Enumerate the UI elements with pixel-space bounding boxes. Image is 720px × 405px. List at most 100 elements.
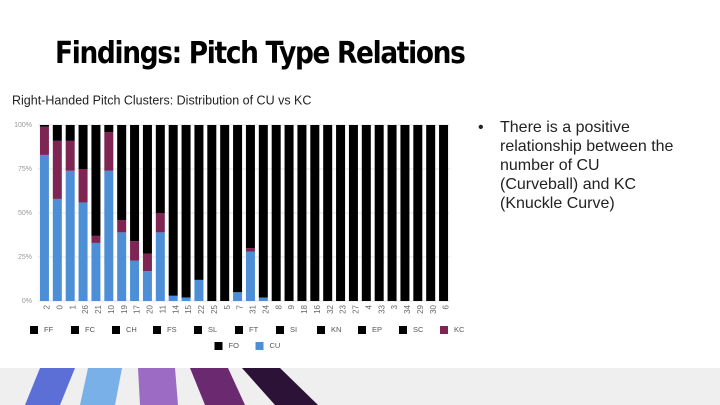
x-tick-label: 0 — [55, 304, 64, 309]
bar-segment — [258, 125, 268, 298]
bar-segment — [181, 125, 191, 298]
legend-label: FC — [85, 325, 96, 334]
x-tick-label: 11 — [158, 304, 167, 313]
bar-segment — [91, 242, 101, 301]
bar-segment — [130, 260, 140, 301]
bar-segment — [245, 248, 255, 252]
bar-segment — [142, 271, 152, 301]
bar-segment — [78, 169, 88, 203]
x-tick-label: 1 — [68, 304, 77, 309]
bullet-text: There is a positive relationship between… — [500, 119, 674, 212]
x-tick-label: 7 — [236, 304, 245, 309]
x-tick-label: 16 — [313, 304, 322, 313]
x-tick-label: 3 — [390, 304, 399, 309]
bar-segment — [91, 235, 101, 243]
legend-swatch — [317, 326, 325, 334]
legend-swatch — [30, 326, 38, 334]
bar-segment — [439, 125, 449, 301]
x-tick-label: 20 — [146, 304, 155, 313]
bar-segment — [297, 125, 307, 301]
bar-segment — [52, 198, 62, 301]
legend-swatch — [358, 326, 366, 334]
bar-segment — [400, 125, 410, 301]
legend-swatch — [276, 326, 284, 334]
bar-segment — [361, 125, 371, 301]
slide-title: Findings: Pitch Type Relations — [55, 36, 466, 71]
x-tick-label: 6 — [442, 304, 451, 309]
bar-segment — [245, 251, 255, 301]
decor-shape — [138, 368, 178, 405]
legend-swatch — [71, 326, 79, 334]
legend-swatch — [255, 342, 264, 350]
bar-segment — [117, 232, 127, 301]
bar-segment — [258, 297, 268, 301]
bar-segment — [207, 125, 217, 301]
x-tick-label: 34 — [403, 304, 412, 313]
bar-segment — [39, 126, 49, 155]
decor-shape — [80, 368, 122, 405]
legend-label: KN — [331, 325, 341, 334]
x-tick-label: 9 — [287, 304, 296, 309]
bar-segment — [155, 125, 165, 213]
legend-swatch — [214, 342, 223, 350]
legend-label: KC — [454, 325, 465, 334]
x-tick-label: 30 — [429, 304, 438, 313]
x-tick-label: 24 — [261, 304, 270, 313]
bar-segment — [155, 232, 165, 301]
x-tick-label: 5 — [223, 304, 232, 309]
bar-segment — [117, 220, 127, 233]
bar-segment — [142, 253, 152, 272]
legend-label: FS — [167, 325, 177, 334]
bar-segment — [413, 125, 423, 301]
bar-segment — [168, 125, 178, 296]
bar-segment — [233, 125, 243, 293]
bar-segment — [104, 132, 114, 171]
bar-segment — [233, 292, 243, 301]
bar-segment — [336, 125, 346, 301]
x-tick-label: 15 — [184, 304, 193, 313]
bar-segment — [104, 125, 114, 133]
legend-swatch — [112, 326, 120, 334]
bar-segment — [168, 295, 178, 301]
legend-label: CH — [126, 325, 137, 334]
bar-segment — [426, 125, 436, 301]
bar-segment — [52, 125, 62, 141]
legend-label: EP — [372, 325, 382, 334]
legend-swatch — [399, 326, 407, 334]
x-tick-label: 25 — [210, 304, 219, 313]
bar-segment — [323, 125, 333, 301]
decor-shape — [190, 368, 245, 405]
x-tick-label: 32 — [326, 304, 335, 313]
x-tick-label: 27 — [352, 304, 361, 313]
legend-swatch — [153, 326, 161, 334]
x-tick-label: 2 — [43, 304, 52, 309]
bar-segment — [104, 170, 114, 301]
decor-shape — [25, 368, 75, 405]
x-tick-label: 23 — [339, 304, 348, 313]
x-tick-label: 31 — [249, 304, 258, 313]
bar-segment — [374, 125, 384, 301]
x-tick-label: 14 — [171, 304, 180, 313]
x-tick-label: 4 — [364, 304, 373, 309]
decor-shape — [242, 368, 318, 405]
x-tick-label: 10 — [107, 304, 116, 313]
y-tick-label: 100% — [14, 122, 32, 129]
legend-swatch — [194, 326, 202, 334]
legend-label: CU — [270, 341, 281, 350]
x-tick-label: 17 — [133, 304, 142, 313]
bar-segment — [194, 125, 204, 280]
legend-label: SL — [208, 325, 217, 334]
legend-label: SC — [413, 325, 424, 334]
bar-segment — [65, 170, 75, 301]
x-tick-label: 19 — [120, 304, 129, 313]
bar-segment — [284, 125, 294, 301]
bar-segment — [39, 125, 49, 127]
bar-segment — [220, 125, 230, 301]
bar-segment — [52, 140, 62, 199]
y-tick-label: 50% — [18, 210, 32, 217]
x-tick-label: 22 — [197, 304, 206, 313]
bar-segment — [387, 125, 397, 301]
y-tick-label: 75% — [18, 166, 32, 173]
bar-segment — [130, 241, 140, 261]
x-tick-label: 33 — [377, 304, 386, 313]
